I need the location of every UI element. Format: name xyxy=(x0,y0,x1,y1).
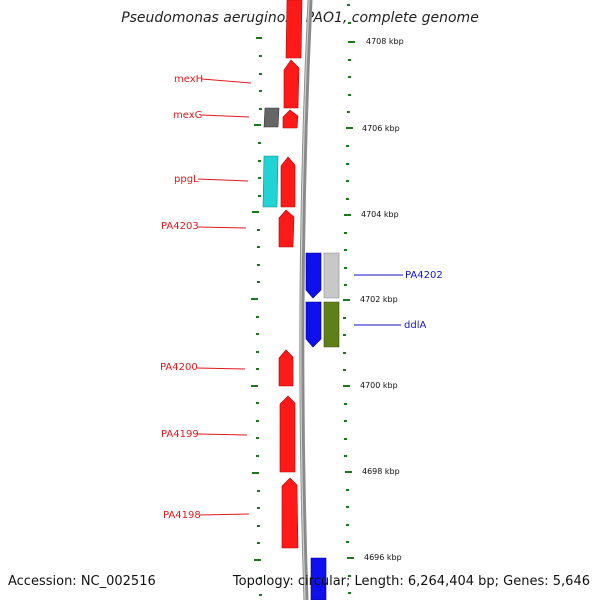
topology-text: Topology: circular; Length: 6,264,404 bp… xyxy=(232,574,590,589)
genome-backbone xyxy=(299,0,313,600)
gene-arrow-top[interactable] xyxy=(285,0,303,59)
gene-label-PA4202[interactable]: PA4202 xyxy=(405,270,443,281)
gene-arrow-PA4199[interactable] xyxy=(279,395,296,473)
scale-label-4698: 4698 kbp xyxy=(362,467,400,476)
gene-arrow-ddlA[interactable] xyxy=(305,301,322,348)
scale-label-4696: 4696 kbp xyxy=(364,553,402,562)
gene-label-PA4198[interactable]: PA4198 xyxy=(163,510,201,521)
gene-label-ppgL[interactable]: ppgL xyxy=(174,174,199,185)
gene-arrow-PA4203[interactable] xyxy=(278,209,295,248)
gene-label-ddlA[interactable]: ddlA xyxy=(404,320,426,331)
gene-arrow-PA4200[interactable] xyxy=(278,349,294,387)
genome-backbone-highlight xyxy=(300,0,310,600)
gene-arrow-bottom[interactable] xyxy=(310,557,327,600)
gene-arrow-PA4198[interactable] xyxy=(281,477,299,549)
gene-label-mexG[interactable]: mexG xyxy=(173,110,202,121)
right-ticks xyxy=(343,4,355,594)
feature-lightgray-PA4202[interactable] xyxy=(323,252,340,299)
left-ticks xyxy=(251,37,262,596)
gene-arrow-PA4202[interactable] xyxy=(305,252,322,299)
scale-label-4704: 4704 kbp xyxy=(361,210,399,219)
gene-arrow-mexH[interactable] xyxy=(283,59,300,109)
gene-label-mexH[interactable]: mexH xyxy=(174,74,203,85)
gene-label-PA4199[interactable]: PA4199 xyxy=(161,429,199,440)
gene-label-PA4203[interactable]: PA4203 xyxy=(161,221,199,232)
scale-label-4708: 4708 kbp xyxy=(366,37,404,46)
feature-cyan-ppgL[interactable] xyxy=(262,155,279,208)
gene-arrow-mexG[interactable] xyxy=(282,109,299,129)
feature-gray-mexG[interactable] xyxy=(263,107,280,128)
feature-olive-ddlA[interactable] xyxy=(323,301,340,348)
gene-label-PA4200[interactable]: PA4200 xyxy=(160,362,198,373)
scale-label-4702: 4702 kbp xyxy=(360,295,398,304)
scale-label-4706: 4706 kbp xyxy=(362,124,400,133)
label-leaders xyxy=(196,78,403,516)
scale-label-4700: 4700 kbp xyxy=(360,381,398,390)
accession-text: Accession: NC_002516 xyxy=(8,574,156,589)
gene-arrow-ppgL[interactable] xyxy=(280,156,296,208)
